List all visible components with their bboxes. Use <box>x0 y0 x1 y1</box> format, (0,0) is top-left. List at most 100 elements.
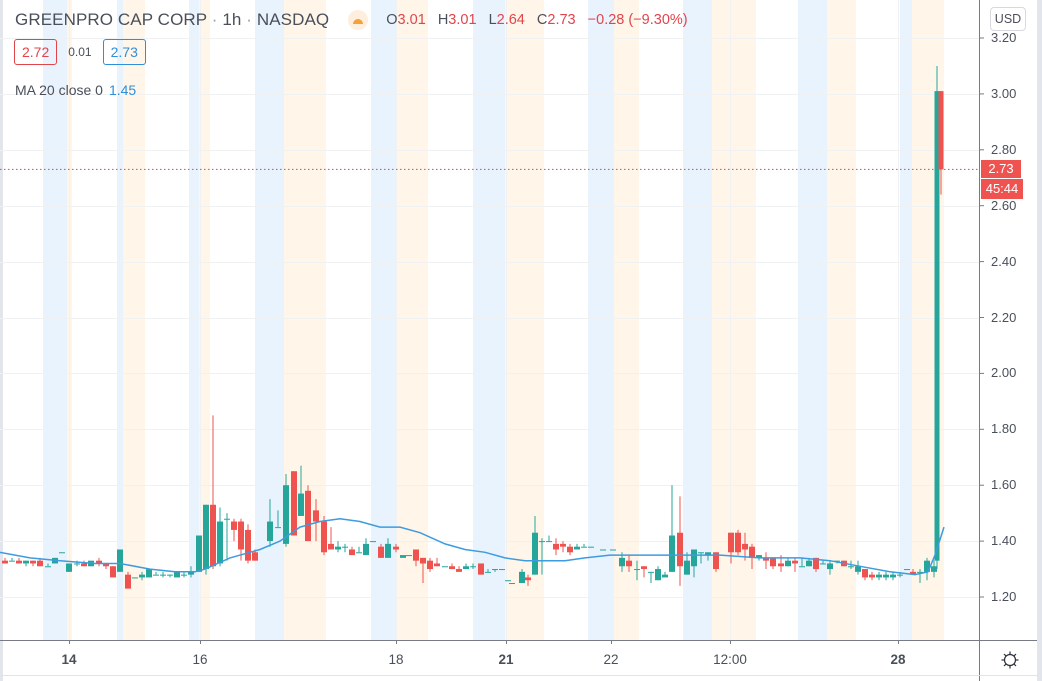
candle <box>698 552 704 564</box>
sell-price-button[interactable]: 2.72 <box>14 39 58 65</box>
time-tick-label: 12:00 <box>713 652 747 667</box>
candle <box>560 541 566 553</box>
time-tick-label: 18 <box>388 652 404 667</box>
candle <box>298 465 304 516</box>
candle <box>81 560 87 567</box>
time-tick-label: 14 <box>61 652 77 667</box>
indicator-legend[interactable]: MA 20 close 0 1.45 <box>15 82 136 98</box>
candle <box>196 535 202 572</box>
candle <box>342 543 348 553</box>
candle <box>291 471 297 536</box>
last-price-label: 2.73 <box>981 160 1021 179</box>
price-tick-label: 2.60 <box>991 197 1017 213</box>
time-tick-label: 21 <box>498 652 514 667</box>
candle <box>356 546 362 554</box>
chart-legend[interactable]: GREENPRO CAP CORP · 1h · NASDAQ O3.01 H3… <box>15 10 696 30</box>
candle <box>400 555 406 558</box>
candle <box>735 529 741 556</box>
price-tick-label: 3.20 <box>991 30 1017 45</box>
candle <box>492 569 498 572</box>
candle <box>770 557 776 570</box>
candle <box>328 527 334 550</box>
session-bands <box>43 0 944 640</box>
candle <box>174 571 180 578</box>
candle <box>167 574 173 578</box>
high-value: 3.01 <box>448 12 477 28</box>
post-market-band <box>827 0 856 640</box>
candle <box>470 563 476 570</box>
candle <box>499 569 505 571</box>
candle <box>505 580 511 582</box>
candle <box>245 524 251 564</box>
candle <box>478 563 484 575</box>
candle <box>363 538 369 556</box>
post-market-band <box>199 0 210 640</box>
candle <box>224 513 230 561</box>
candle <box>728 532 734 564</box>
price-tick-label: 2.80 <box>991 141 1017 157</box>
candle <box>203 504 209 575</box>
candle <box>626 555 632 572</box>
candle <box>23 560 29 567</box>
candle <box>662 571 668 578</box>
candle <box>283 474 289 547</box>
candle <box>546 535 552 543</box>
candle <box>749 543 755 570</box>
candle <box>588 546 594 548</box>
post-market-band <box>123 0 145 640</box>
candle <box>59 552 65 554</box>
candle <box>917 569 923 584</box>
open-value: 3.01 <box>397 12 426 28</box>
candle <box>931 560 937 578</box>
candle <box>634 560 640 581</box>
candle <box>275 510 281 529</box>
candle <box>509 583 515 585</box>
candle <box>648 571 654 584</box>
candle <box>321 515 327 556</box>
pre-market-band <box>683 0 712 640</box>
post-market-band <box>284 0 326 640</box>
candle <box>305 485 311 542</box>
candle <box>883 571 889 581</box>
candle <box>792 557 798 572</box>
post-market-band <box>397 0 428 640</box>
candle <box>420 557 426 584</box>
currency-button[interactable]: USD <box>990 7 1026 31</box>
candle <box>385 538 391 558</box>
candle <box>231 518 237 542</box>
candle <box>370 541 376 543</box>
candle <box>799 557 805 568</box>
candle <box>153 571 159 576</box>
candle <box>924 557 930 581</box>
candle <box>96 557 102 567</box>
chart-left-border <box>0 0 3 681</box>
candle <box>463 563 469 570</box>
candle <box>442 566 448 568</box>
pre-market-band <box>189 0 199 640</box>
buy-price-button[interactable]: 2.73 <box>102 39 146 65</box>
candle <box>567 543 573 556</box>
high-label: H <box>437 12 449 28</box>
open-label: O <box>386 12 398 28</box>
grid-lines <box>0 0 980 640</box>
candle <box>600 549 606 551</box>
interval: 1h <box>222 10 242 29</box>
candle <box>210 415 216 570</box>
candle <box>641 566 647 578</box>
price-tick-label: 2.40 <box>991 253 1017 269</box>
candle <box>16 557 22 564</box>
candle <box>139 571 145 581</box>
candle <box>876 571 882 581</box>
symbol-title[interactable]: GREENPRO CAP CORP · 1h · NASDAQ <box>15 10 329 30</box>
candle <box>45 563 51 568</box>
candlestick-series <box>2 65 944 589</box>
candle <box>820 560 826 565</box>
time-tick-label: 16 <box>192 652 208 667</box>
bid-ask-row: 2.72 0.01 2.73 <box>14 39 146 65</box>
pre-market-band <box>371 0 397 640</box>
post-market-band <box>614 0 639 640</box>
gear-icon[interactable] <box>1000 650 1020 670</box>
price-tick-label: 2.20 <box>991 309 1017 325</box>
candle <box>393 543 399 553</box>
